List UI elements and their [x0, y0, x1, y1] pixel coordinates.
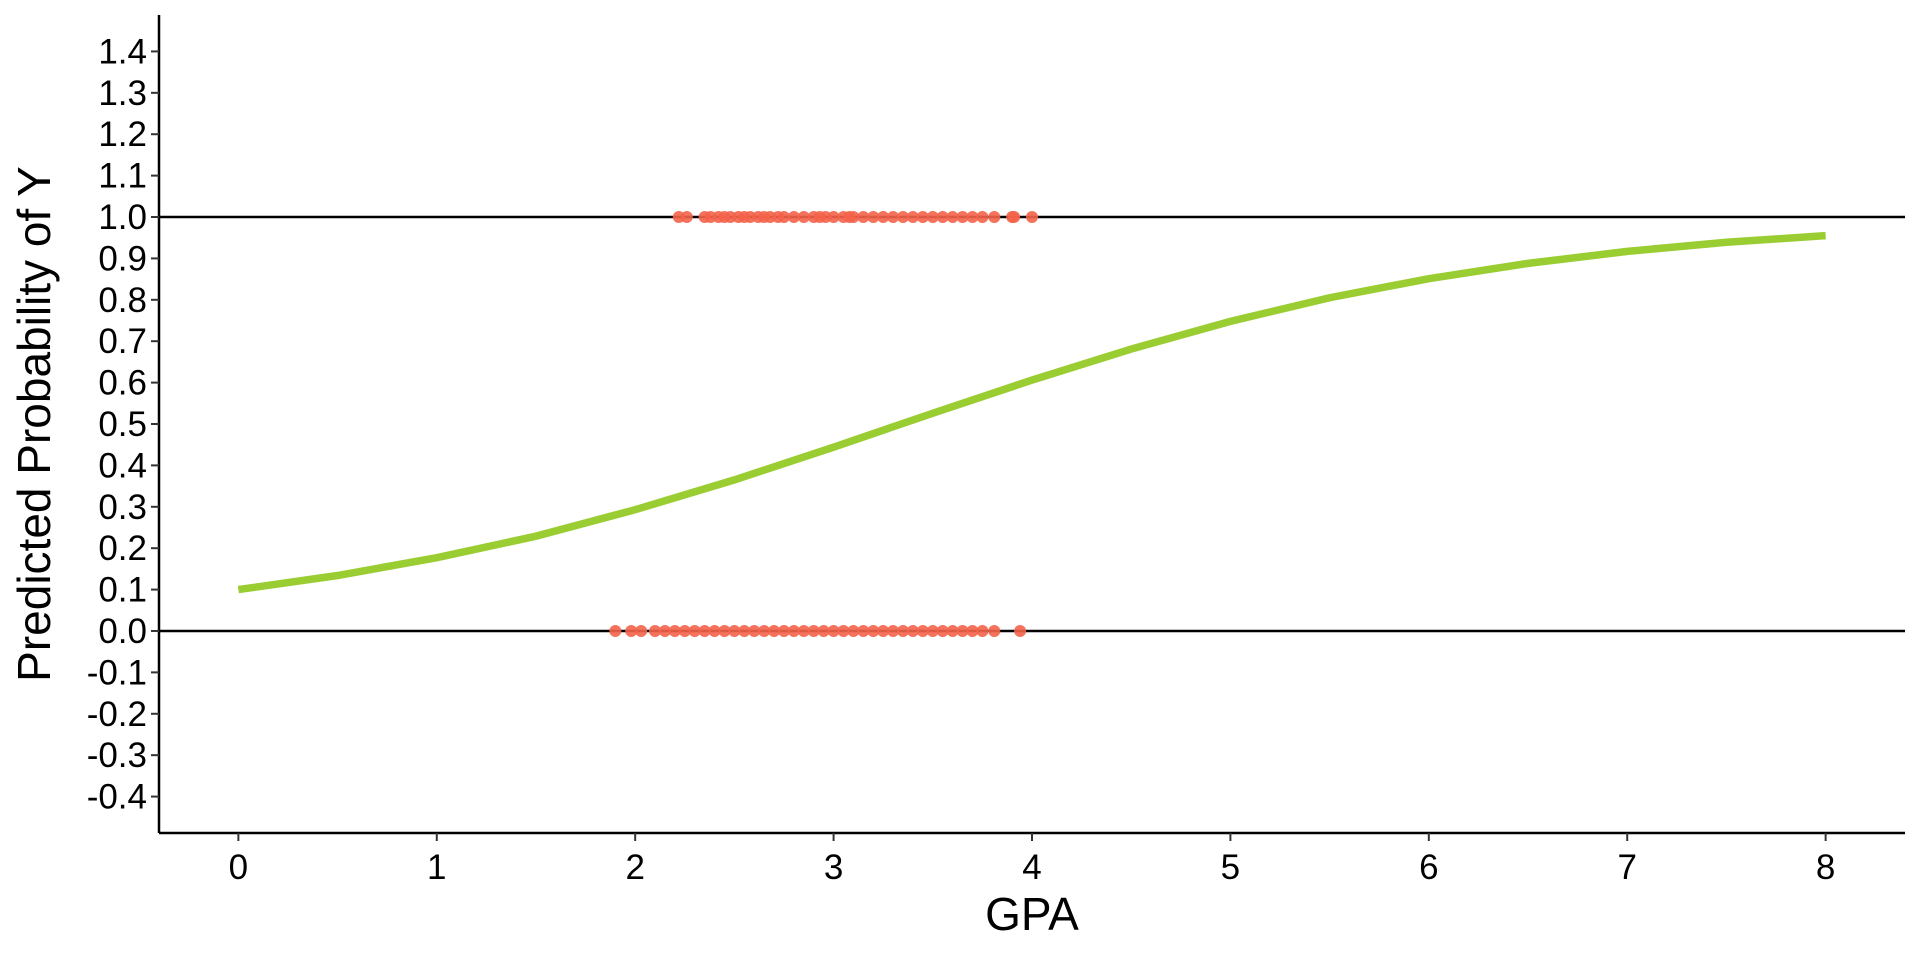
y-tick-label: 1.2 — [98, 115, 147, 154]
point — [847, 211, 860, 224]
point — [668, 624, 681, 637]
point — [625, 624, 638, 637]
point — [678, 624, 691, 637]
y-tick-label: 0.8 — [98, 281, 147, 320]
point — [926, 211, 939, 224]
point — [946, 624, 959, 637]
y-tick-label: 0.6 — [98, 364, 147, 403]
point — [688, 624, 701, 637]
point — [906, 624, 919, 637]
point — [635, 624, 648, 637]
point — [976, 624, 989, 637]
point — [887, 624, 900, 637]
x-axis-title: GPA — [985, 888, 1079, 940]
point — [748, 624, 761, 637]
point — [777, 211, 790, 224]
x-tick-label: 1 — [427, 848, 446, 887]
point — [817, 624, 830, 637]
point — [988, 211, 1001, 224]
y-tick-label: 0.0 — [98, 612, 147, 651]
x-tick-label: 7 — [1617, 848, 1636, 887]
y-tick-label: 0.5 — [98, 405, 147, 444]
point — [797, 211, 810, 224]
x-tick-label: 8 — [1816, 848, 1835, 887]
point — [807, 624, 820, 637]
y-tick-label: 0.7 — [98, 322, 147, 361]
point — [658, 624, 671, 637]
y-tick-label: 0.2 — [98, 529, 147, 568]
point — [708, 624, 721, 637]
point — [988, 624, 1001, 637]
point — [916, 624, 929, 637]
y-tick-label: 0.4 — [98, 446, 147, 485]
point — [1026, 211, 1038, 224]
point — [926, 624, 939, 637]
y-tick-label: -0.4 — [87, 778, 147, 817]
point — [857, 211, 870, 224]
point — [956, 624, 969, 637]
point — [787, 211, 800, 224]
point — [649, 624, 662, 637]
point — [867, 211, 880, 224]
point — [936, 211, 949, 224]
y-axis-title: Predicted Probability of Y — [8, 166, 60, 682]
point — [797, 624, 810, 637]
point — [946, 211, 959, 224]
y-tick-label: -0.1 — [87, 653, 147, 692]
point — [787, 624, 800, 637]
point — [887, 211, 900, 224]
point — [738, 624, 751, 637]
point — [837, 624, 850, 637]
y-tick-label: 1.3 — [98, 74, 147, 113]
point — [857, 624, 870, 637]
y-tick-label: 0.1 — [98, 571, 147, 610]
point — [897, 211, 910, 224]
x-tick-label: 5 — [1221, 848, 1240, 887]
point — [847, 624, 860, 637]
point — [966, 211, 979, 224]
point — [877, 624, 890, 637]
y-tick-label: -0.2 — [87, 695, 147, 734]
y-tick-label: 1.1 — [98, 157, 147, 196]
point — [897, 624, 910, 637]
point — [827, 624, 840, 637]
y-tick-label: 0.3 — [98, 488, 147, 527]
point — [777, 624, 790, 637]
y-tick-label: 0.9 — [98, 239, 147, 278]
point — [768, 624, 781, 637]
point — [827, 211, 840, 224]
point — [698, 624, 711, 637]
y-tick-label: -0.3 — [87, 736, 147, 775]
x-tick-label: 2 — [625, 848, 644, 887]
point — [976, 211, 989, 224]
point — [718, 624, 731, 637]
point — [966, 624, 979, 637]
point — [1008, 211, 1021, 224]
point — [906, 211, 919, 224]
point — [916, 211, 929, 224]
curve — [237, 231, 1826, 594]
point — [609, 624, 622, 637]
point — [877, 211, 890, 224]
point — [867, 624, 880, 637]
point — [728, 624, 741, 637]
point — [1014, 624, 1027, 637]
point — [936, 624, 949, 637]
x-tick-label: 0 — [229, 848, 248, 887]
x-tick-label: 3 — [824, 848, 843, 887]
point — [680, 211, 693, 224]
point — [758, 624, 771, 637]
y-tick-label: 1.0 — [98, 198, 147, 237]
x-tick-label: 4 — [1022, 848, 1041, 887]
y-tick-label: 1.4 — [98, 32, 147, 71]
x-tick-label: 6 — [1419, 848, 1438, 887]
point — [956, 211, 969, 224]
